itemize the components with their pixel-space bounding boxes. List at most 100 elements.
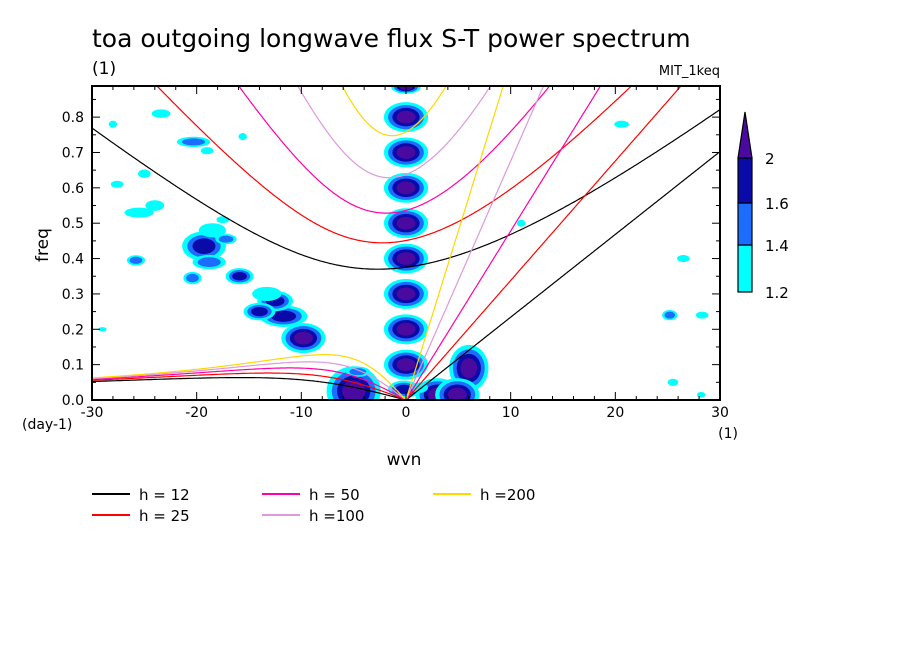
legend-label: h =100 <box>309 507 364 525</box>
curve-er-h100 <box>92 361 407 400</box>
y-tick-label: 0.5 <box>62 216 84 232</box>
y-axis-label: freq <box>33 228 53 262</box>
contour-feature <box>243 302 276 321</box>
contour-feature <box>176 136 211 147</box>
y-tick-label: 0.3 <box>62 287 84 303</box>
y-tick-label: 0.8 <box>62 110 84 126</box>
subtitle-left: (1) <box>92 59 116 79</box>
chart-title: toa outgoing longwave flux S-T power spe… <box>92 24 691 53</box>
contour-level-2 <box>349 368 367 376</box>
colorbar-label: 1.4 <box>765 237 789 255</box>
contour-level-1 <box>124 207 154 218</box>
contour-feature <box>252 286 282 301</box>
curve-ig-h100 <box>297 86 492 179</box>
x-tick-label: -30 <box>81 405 104 421</box>
contour-feature <box>345 366 370 377</box>
contour-level-1 <box>216 216 230 224</box>
legend-item: h =200 <box>433 486 535 504</box>
axis-ticks: -30 -20 -10 0 10 20 30 0.0 0.1 0.2 0.3 0.4 0.5 0.6 0.7… <box>62 86 729 421</box>
dispersion-curves <box>92 86 720 400</box>
curve-ig-h200 <box>341 86 447 137</box>
contour-feature <box>98 327 107 332</box>
colorbar-segment <box>737 157 753 204</box>
contour-feature <box>383 278 429 309</box>
colorbar-segment <box>737 202 753 246</box>
contour-level-1 <box>695 311 709 319</box>
contour-level-4 <box>460 358 478 379</box>
contour-level-2 <box>129 256 143 264</box>
contour-level-4 <box>396 146 416 159</box>
contour-feature <box>677 255 690 263</box>
contour-feature <box>281 323 326 354</box>
legend-label: h =200 <box>480 486 535 504</box>
contour-feature <box>216 216 230 224</box>
curve-er-h200 <box>92 354 407 400</box>
contour-feature <box>182 231 226 261</box>
contour-level-2 <box>218 235 234 243</box>
legend-label: h = 12 <box>139 486 190 504</box>
colorbar-segment <box>737 244 753 293</box>
curve-kel-h25 <box>405 86 682 400</box>
colorbar-label: 1.2 <box>765 284 789 302</box>
x-tick-label: 0 <box>402 405 411 421</box>
x-tick-label: -20 <box>185 405 208 421</box>
y-tick-label: 0.0 <box>62 393 84 409</box>
contour-level-3 <box>251 307 268 317</box>
y-tick-label: 0.4 <box>62 252 84 268</box>
contour-level-2 <box>664 311 675 319</box>
colorbar-label: 1.6 <box>765 195 789 213</box>
contour-feature <box>183 271 202 285</box>
contour-feature <box>192 254 226 270</box>
contour-feature <box>215 233 237 245</box>
contour-level-1 <box>200 147 214 155</box>
contour-feature <box>225 268 254 285</box>
contour-level-4 <box>396 216 416 230</box>
contour-feature <box>614 120 629 128</box>
y-tick-label: 0.7 <box>62 145 84 161</box>
legend-item: h = 50 <box>262 486 360 504</box>
x-tick-label: 30 <box>711 405 729 421</box>
contour-level-1 <box>138 169 151 178</box>
contour-feature <box>151 109 171 118</box>
contour-feature <box>383 172 429 203</box>
contour-level-2 <box>186 273 199 283</box>
contour-level-1 <box>614 120 629 128</box>
curve-ig-h50 <box>237 86 551 214</box>
x-tick-label: 10 <box>502 405 520 421</box>
contour-level-3 <box>192 238 216 254</box>
curve-er-h12 <box>92 377 407 400</box>
contour-level-3 <box>232 271 247 281</box>
x-unit-label: (1) <box>718 426 738 442</box>
contour-fill-layer <box>98 86 709 400</box>
contour-level-1 <box>516 219 526 227</box>
contour-feature <box>667 378 679 386</box>
contour-feature <box>516 219 526 227</box>
contour-level-4 <box>396 110 416 124</box>
curve-kel-h50 <box>405 86 602 400</box>
contour-level-4 <box>294 331 313 345</box>
contour-level-1 <box>677 255 690 263</box>
contour-feature <box>383 102 429 133</box>
colorbar: 1.2 1.4 1.6 2 <box>737 111 789 302</box>
contour-level-1 <box>696 391 706 398</box>
legend-item: h = 12 <box>92 486 190 504</box>
contour-feature <box>435 378 480 400</box>
legend-item: h =100 <box>262 507 364 525</box>
contour-level-4 <box>396 181 416 195</box>
contour-feature <box>238 133 247 141</box>
contour-level-4 <box>396 287 416 301</box>
curve-kel-h200 <box>405 86 504 400</box>
y-tick-label: 0.2 <box>62 322 84 338</box>
legend-label: h = 50 <box>309 486 360 504</box>
contour-level-1 <box>98 327 107 332</box>
contour-feature <box>662 310 678 321</box>
contour-feature <box>124 207 154 218</box>
contour-feature <box>383 208 429 239</box>
contour-feature <box>383 314 429 345</box>
curve-kel-h100 <box>405 86 545 400</box>
contour-level-2 <box>182 138 206 146</box>
colorbar-label: 2 <box>765 150 775 168</box>
contour-level-4 <box>396 322 416 336</box>
legend: h = 12 h = 25 h = 50 h =100 h =200 <box>92 486 535 525</box>
y-tick-label: 0.1 <box>62 358 84 374</box>
